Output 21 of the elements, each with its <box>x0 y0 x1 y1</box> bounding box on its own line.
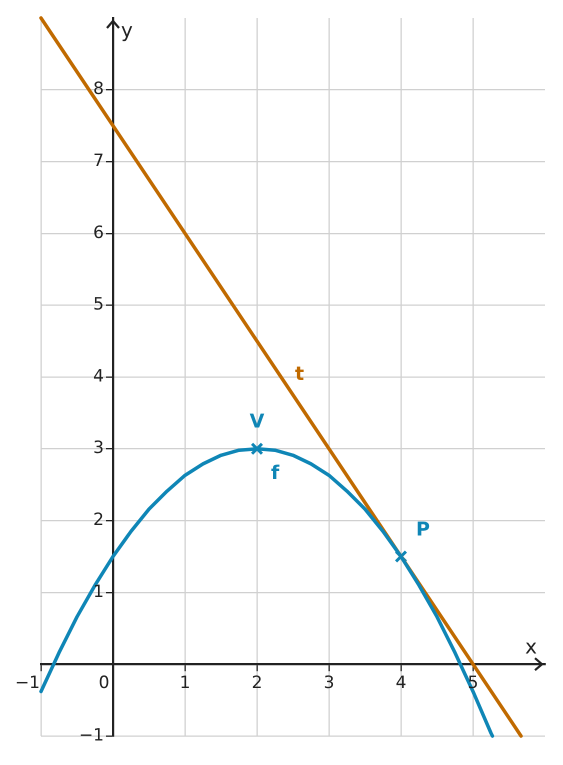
x-tick-label: 1 <box>180 673 190 694</box>
x-tick-label: −1 <box>14 673 40 694</box>
series-label: f <box>271 462 280 484</box>
y-tick-label: −1 <box>78 725 104 746</box>
y-tick-label: 3 <box>93 438 104 458</box>
annotation: V <box>250 410 265 433</box>
y-tick-label: 2 <box>93 510 104 530</box>
y-tick-label: 7 <box>93 151 104 172</box>
y-tick-label: 6 <box>93 222 104 243</box>
annotation: P <box>416 518 430 540</box>
x-tick-label: 2 <box>252 673 262 694</box>
y-axis-title: y <box>121 18 133 42</box>
series-label: t <box>295 362 304 385</box>
x-tick-label: 3 <box>324 673 334 694</box>
y-tick-label: 1 <box>93 582 104 602</box>
y-tick-label: 4 <box>93 366 104 386</box>
y-tick-label: 5 <box>93 294 104 315</box>
x-tick-label: 0 <box>98 673 110 694</box>
x-tick-label: 4 <box>396 673 406 694</box>
y-tick-label: 8 <box>93 79 104 100</box>
x-axis-title: x <box>525 634 538 658</box>
